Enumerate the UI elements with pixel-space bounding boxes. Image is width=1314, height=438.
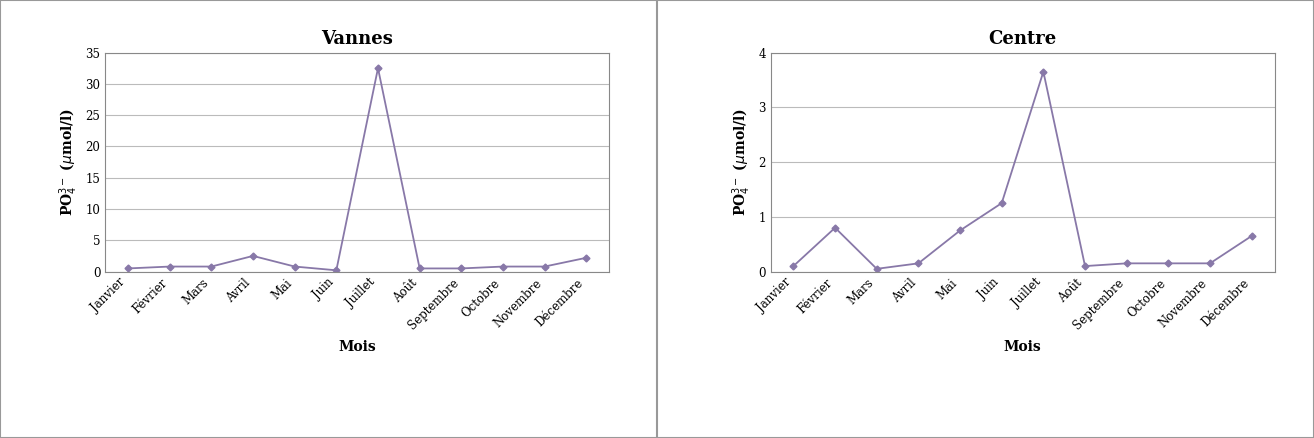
X-axis label: Mois: Mois (338, 340, 376, 354)
Y-axis label: PO$_4^{3-}$ ($\mu$mol/l): PO$_4^{3-}$ ($\mu$mol/l) (57, 108, 80, 216)
Y-axis label: PO$_4^{3-}$ ($\mu$mol/l): PO$_4^{3-}$ ($\mu$mol/l) (731, 108, 753, 216)
X-axis label: Mois: Mois (1004, 340, 1042, 354)
Title: Centre: Centre (988, 30, 1056, 48)
Title: Vannes: Vannes (321, 30, 393, 48)
